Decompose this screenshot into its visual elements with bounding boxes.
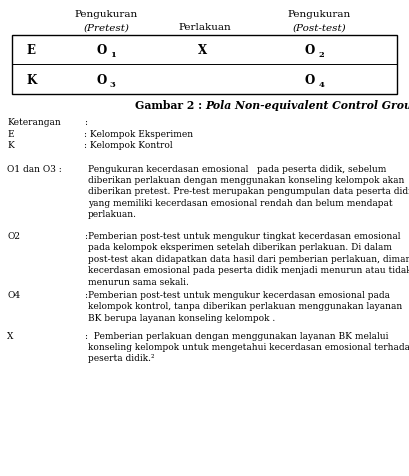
Text: :: : bbox=[84, 231, 87, 240]
Text: O: O bbox=[305, 44, 315, 57]
Text: (Post-test): (Post-test) bbox=[292, 23, 346, 32]
Text: E: E bbox=[7, 130, 14, 139]
Text: Pemberian perlakuan dengan menggunakan layanan BK melalui
konseling kelompok unt: Pemberian perlakuan dengan menggunakan l… bbox=[88, 331, 409, 363]
Text: O: O bbox=[305, 74, 315, 87]
Text: O4: O4 bbox=[7, 290, 20, 299]
Text: : Kelompok Kontrol: : Kelompok Kontrol bbox=[84, 141, 173, 150]
Text: : Kelompok Eksperimen: : Kelompok Eksperimen bbox=[84, 130, 193, 139]
Text: :: : bbox=[84, 290, 87, 299]
Text: 3: 3 bbox=[110, 81, 115, 89]
Text: X: X bbox=[198, 44, 207, 57]
Text: Perlakuan: Perlakuan bbox=[178, 23, 231, 32]
Text: :: : bbox=[84, 331, 87, 340]
Text: Pola Non-equivalent Control Group Design: Pola Non-equivalent Control Group Design bbox=[205, 100, 409, 111]
Text: K: K bbox=[7, 141, 14, 150]
Text: (Pretest): (Pretest) bbox=[83, 23, 129, 32]
Text: Pengukuran: Pengukuran bbox=[288, 10, 351, 19]
Text: Pengukuran: Pengukuran bbox=[75, 10, 138, 19]
Text: O2: O2 bbox=[7, 231, 20, 240]
Text: Pemberian post-test untuk mengukur kecerdasan emosional pada
kelompok kontrol, t: Pemberian post-test untuk mengukur kecer… bbox=[88, 290, 402, 322]
Text: Keterangan: Keterangan bbox=[7, 118, 61, 126]
Text: E: E bbox=[27, 44, 36, 57]
Text: O: O bbox=[96, 44, 106, 57]
Text: X: X bbox=[7, 331, 14, 340]
Text: O1 dan O3 :: O1 dan O3 : bbox=[7, 164, 62, 173]
Text: 4: 4 bbox=[318, 81, 324, 89]
Text: O: O bbox=[96, 74, 106, 87]
FancyBboxPatch shape bbox=[12, 36, 397, 95]
Text: K: K bbox=[27, 74, 37, 87]
Text: Pemberian post-test untuk mengukur tingkat kecerdasan emosional
pada kelompok ek: Pemberian post-test untuk mengukur tingk… bbox=[88, 231, 409, 286]
Text: Gambar 2 :: Gambar 2 : bbox=[135, 100, 202, 111]
Text: 2: 2 bbox=[318, 51, 324, 59]
Text: Pengukuran kecerdasan emosional   pada peserta didik, sebelum
diberikan perlakua: Pengukuran kecerdasan emosional pada pes… bbox=[88, 164, 409, 219]
Text: :: : bbox=[84, 118, 87, 126]
Text: 1: 1 bbox=[110, 51, 115, 59]
